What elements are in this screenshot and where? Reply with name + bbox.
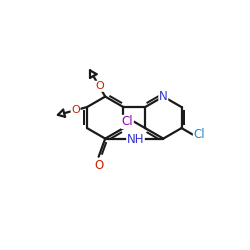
Text: Cl: Cl xyxy=(194,128,205,141)
Text: O: O xyxy=(71,105,80,115)
Text: N: N xyxy=(159,90,168,103)
Text: Cl: Cl xyxy=(122,116,133,128)
Text: O: O xyxy=(94,159,103,172)
Text: O: O xyxy=(95,81,104,91)
Text: NH: NH xyxy=(127,132,144,145)
